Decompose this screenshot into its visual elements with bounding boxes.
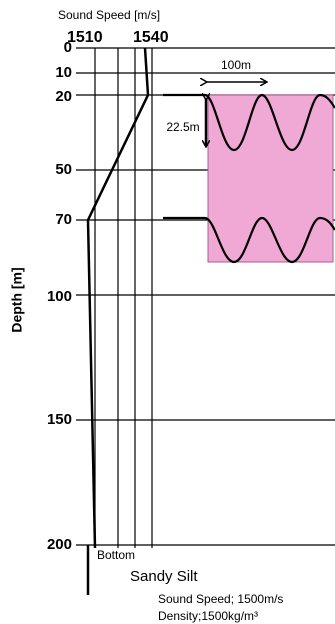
wavelength-label: 100m	[221, 58, 251, 72]
depth-label: 0	[64, 39, 72, 56]
sediment-speed: Sound Speed; 1500m/s	[158, 592, 283, 606]
depth-label: 150	[47, 411, 72, 428]
wave	[163, 93, 335, 152]
depth-label: 50	[55, 161, 72, 178]
height-label: 22.5m	[166, 120, 199, 134]
depth-label: 10	[55, 64, 72, 81]
depth-label: 70	[55, 211, 72, 228]
title: Sound Speed [m/s]	[58, 8, 160, 22]
depth-label: 100	[47, 288, 72, 305]
sediment-label: Sandy Silt	[130, 568, 198, 585]
depth-label: 200	[47, 536, 72, 553]
speed-label: 1540	[133, 29, 169, 46]
bottom-label: Bottom	[97, 548, 135, 562]
speed-lines	[94, 48, 153, 548]
sediment-density: Density;1500kg/m³	[158, 609, 258, 623]
wave-region	[207, 94, 334, 263]
speed-label: 1510	[67, 29, 103, 46]
axis-label: Depth [m]	[9, 267, 25, 332]
wave	[163, 216, 335, 264]
sound-speed-profile	[86, 47, 150, 549]
depth-label: 20	[55, 88, 72, 105]
